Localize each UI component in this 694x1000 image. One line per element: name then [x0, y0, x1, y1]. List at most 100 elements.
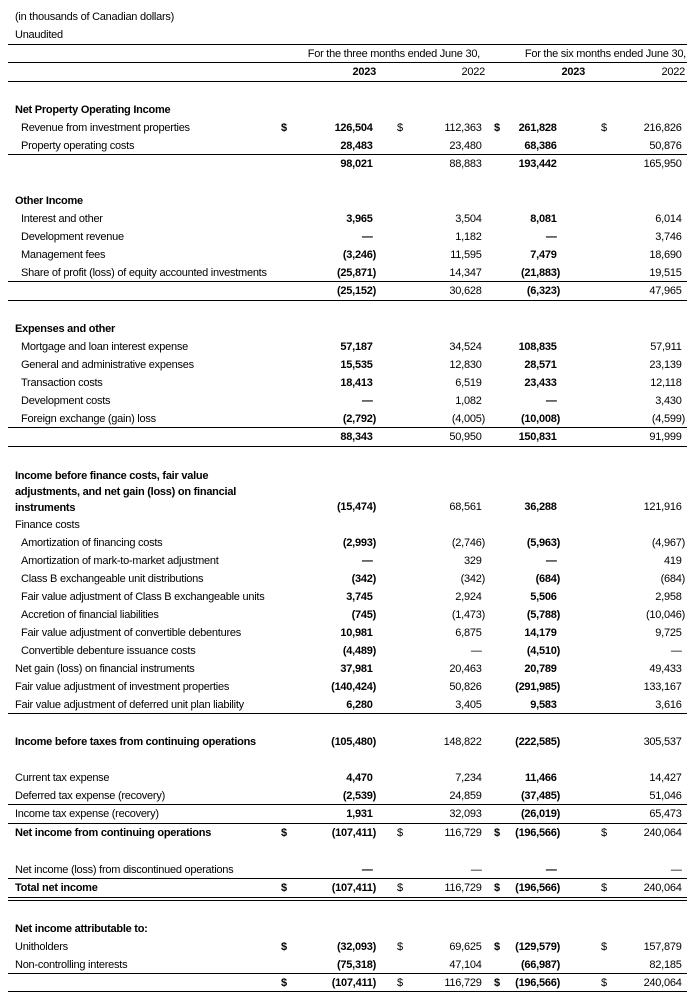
- value-text: —: [361, 555, 373, 567]
- row-label: Foreign exchange (gain) loss: [21, 413, 156, 425]
- value-cell: 240,064): [585, 976, 685, 990]
- value-cell: (75,318): [276, 958, 376, 972]
- value-cell: 9,725): [585, 626, 685, 640]
- value-cell: (2,993): [276, 536, 376, 550]
- value-text: 1,182: [455, 231, 482, 243]
- value-cell: —): [585, 863, 685, 877]
- value-text: 148,822: [443, 736, 482, 748]
- year-header-6m-2022: 2022: [661, 66, 686, 78]
- row-label: Transaction costs: [21, 377, 103, 389]
- value-cell: 329): [385, 554, 485, 568]
- value-cell: 150,831): [460, 430, 560, 444]
- value-text: 47,965: [649, 285, 682, 297]
- value-text: 23,139: [649, 359, 682, 371]
- value-cell: (107,411): [276, 826, 376, 840]
- value-cell: 116,729): [385, 881, 485, 895]
- value-text: —: [545, 555, 557, 567]
- row-label: Fair value adjustment of Class B exchang…: [21, 591, 265, 603]
- value-cell: 419): [585, 554, 685, 568]
- value-cell: 34,524): [385, 340, 485, 354]
- value-text: 18,413: [340, 377, 373, 389]
- value-text: (15,474): [337, 501, 376, 513]
- value-cell: —): [276, 394, 376, 408]
- value-cell: 1,082): [385, 394, 485, 408]
- value-text: 193,442: [518, 158, 557, 170]
- value-cell: 57,911): [585, 340, 685, 354]
- value-text: 6,519: [455, 377, 482, 389]
- value-text: 18,690: [649, 249, 682, 261]
- row-label: Net income from continuing operations: [15, 827, 212, 839]
- value-cell: 261,828): [460, 121, 560, 135]
- value-cell: —): [460, 863, 560, 877]
- value-text: 116,729: [444, 882, 482, 894]
- value-cell: 47,104): [385, 958, 485, 972]
- year-header-3m-2023: 2023: [352, 66, 377, 78]
- rule-line: [8, 446, 687, 447]
- value-text: (6,323): [526, 285, 560, 297]
- value-text: 12,118: [650, 377, 682, 389]
- value-text: (2,746): [451, 537, 485, 549]
- value-text: —: [470, 864, 482, 876]
- value-text: 49,433: [649, 663, 682, 675]
- value-text: 3,745: [346, 591, 373, 603]
- rule-line: [8, 154, 687, 155]
- rule-line: [8, 897, 687, 898]
- value-text: 65,473: [649, 808, 682, 820]
- value-cell: (5,963): [460, 536, 560, 550]
- value-text: 329: [463, 555, 482, 567]
- value-text: —: [470, 645, 482, 657]
- value-cell: 6,875): [385, 626, 485, 640]
- value-cell: (4,967): [585, 536, 685, 550]
- value-text: 37,981: [340, 663, 373, 675]
- currency-symbol: $: [397, 882, 403, 894]
- row-label: Amortization of mark-to-market adjustmen…: [21, 555, 219, 567]
- currency-symbol: $: [281, 941, 287, 953]
- value-text: 28,571: [524, 359, 557, 371]
- value-text: 11,466: [525, 772, 557, 784]
- value-text: 9,725: [655, 627, 682, 639]
- value-cell: (222,585): [460, 735, 560, 749]
- currency-symbol: $: [601, 827, 607, 839]
- value-text: 2,924: [455, 591, 482, 603]
- value-cell: 165,950): [585, 157, 685, 171]
- value-text: 112,363: [444, 122, 482, 134]
- value-text: (3,246): [342, 249, 376, 261]
- value-cell: (21,883): [460, 266, 560, 280]
- row-label: Share of profit (loss) of equity account…: [21, 267, 267, 279]
- value-cell: 30,628): [385, 284, 485, 298]
- value-text: 240,064: [643, 977, 682, 989]
- value-cell: 3,405): [385, 698, 485, 712]
- value-cell: (4,005): [385, 412, 485, 426]
- value-cell: 305,537): [585, 735, 685, 749]
- value-text: 9,583: [530, 699, 557, 711]
- value-cell: 3,504): [385, 212, 485, 226]
- value-text: 7,234: [455, 772, 482, 784]
- value-cell: (684): [585, 572, 686, 586]
- value-text: 30,628: [449, 285, 482, 297]
- value-cell: 14,427): [585, 771, 685, 785]
- value-cell: (107,411): [276, 881, 376, 895]
- value-text: 2,958: [655, 591, 682, 603]
- value-cell: 116,729): [385, 976, 485, 990]
- row-label: General and administrative expenses: [21, 359, 194, 371]
- value-cell: —): [460, 554, 560, 568]
- value-cell: (4,510): [460, 644, 560, 658]
- value-text: (21,883): [521, 267, 560, 279]
- value-cell: 1,182): [385, 230, 485, 244]
- value-text: —: [361, 231, 373, 243]
- value-cell: 14,347): [385, 266, 485, 280]
- rule-line: [8, 81, 687, 82]
- value-text: (4,005): [451, 413, 485, 425]
- row-label: Fair value adjustment of convertible deb…: [21, 627, 241, 639]
- value-text: 261,828: [518, 122, 557, 134]
- value-text: 1,931: [346, 808, 373, 820]
- value-cell: 32,093): [385, 807, 485, 821]
- value-text: 91,999: [649, 431, 682, 443]
- row-label: Fair value adjustment of investment prop…: [15, 681, 230, 693]
- value-cell: 82,185): [585, 958, 685, 972]
- value-cell: 23,433): [460, 376, 560, 390]
- value-cell: 57,187): [276, 340, 376, 354]
- value-text: 165,950: [643, 158, 682, 170]
- value-cell: —): [460, 394, 560, 408]
- currency-symbol: $: [397, 827, 403, 839]
